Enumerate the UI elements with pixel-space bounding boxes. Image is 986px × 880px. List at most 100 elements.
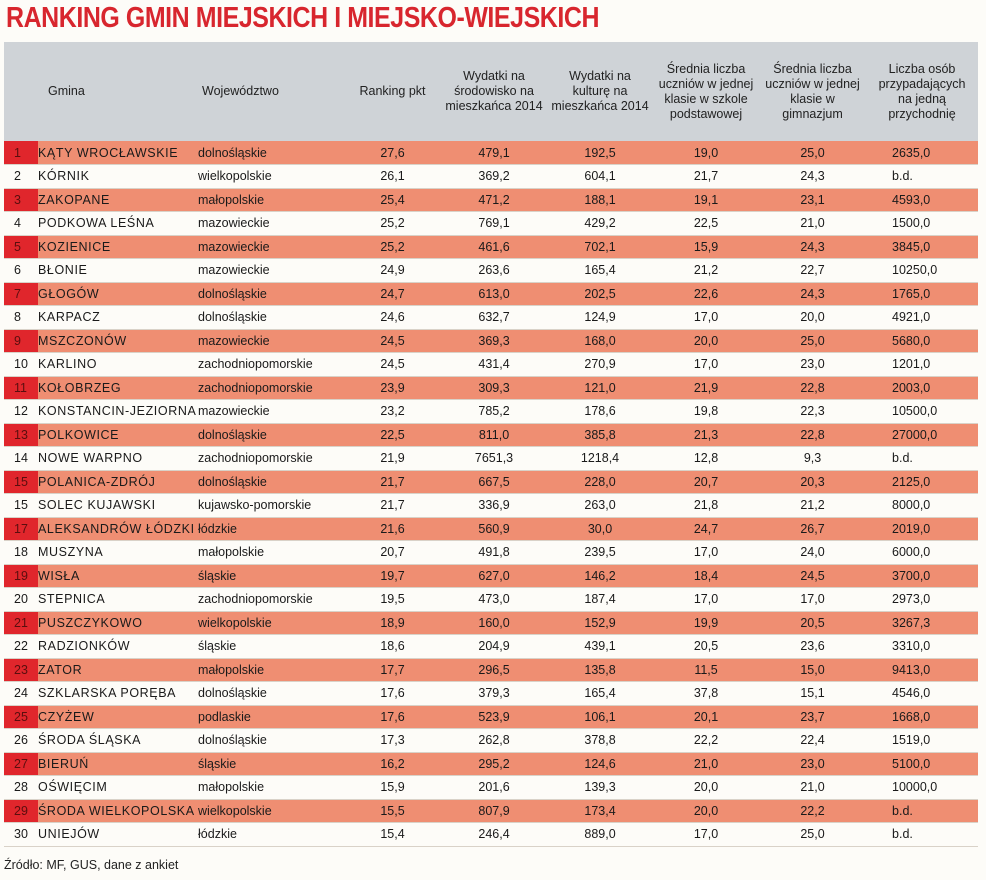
cell-wojewodztwo: mazowieckie: [198, 329, 345, 353]
table-row: 4 PODKOWA LEŚNA mazowieckie 25,2 769,1 429,2 2…: [4, 211, 979, 236]
cell-srednia-podstawowa: 20,0: [653, 799, 760, 823]
cell-wojewodztwo: łódzkie: [198, 822, 345, 847]
cell-ranking-pkt: 15,5: [344, 799, 442, 823]
cell-srednia-podstawowa: 21,9: [653, 376, 760, 400]
cell-srednia-gimnazjum: 21,0: [759, 775, 867, 800]
cell-ranking-pkt: 24,9: [344, 258, 442, 283]
cell-wydatki-kultura: 124,6: [547, 752, 654, 776]
cell-srednia-gimnazjum: 22,8: [759, 423, 867, 447]
cell-wojewodztwo: małopolskie: [198, 540, 345, 565]
cell-rank: 29: [4, 799, 38, 823]
cell-srednia-podstawowa: 18,4: [653, 564, 760, 588]
cell-osoby-przychodnia: 1668,0: [866, 705, 979, 729]
cell-srednia-gimnazjum: 22,7: [759, 258, 867, 283]
table-row: 8 KARPACZ dolnośląskie 24,6 632,7 124,9 17,0 20…: [4, 305, 979, 330]
cell-wydatki-srodowisko: 632,7: [441, 305, 548, 330]
cell-rank: 21: [4, 611, 38, 635]
cell-rank: 9: [4, 329, 38, 353]
cell-wydatki-kultura: 188,1: [547, 188, 654, 212]
cell-gmina: STEPNICA: [38, 587, 199, 612]
cell-wojewodztwo: małopolskie: [198, 188, 345, 212]
cell-gmina: UNIEJÓW: [38, 822, 199, 847]
table-row: 2 KÓRNIK wielkopolskie 26,1 369,2 604,1 21,7 24…: [4, 164, 979, 189]
cell-wydatki-srodowisko: 369,3: [441, 329, 548, 353]
cell-ranking-pkt: 15,9: [344, 775, 442, 800]
cell-wydatki-kultura: 30,0: [547, 517, 654, 541]
table-row: 26 ŚRODA ŚLĄSKA dolnośląskie 17,3 262,8 378,8…: [4, 728, 979, 753]
cell-srednia-podstawowa: 20,7: [653, 470, 760, 494]
cell-wojewodztwo: wielkopolskie: [198, 164, 345, 189]
table-row: 18 MUSZYNA małopolskie 20,7 491,8 239,5 17,0 24…: [4, 540, 979, 565]
cell-wydatki-srodowisko: 160,0: [441, 611, 548, 635]
cell-osoby-przychodnia: 9413,0: [866, 658, 979, 682]
cell-rank: 28: [4, 775, 38, 800]
cell-wydatki-srodowisko: 811,0: [441, 423, 548, 447]
cell-gmina: OŚWIĘCIM: [38, 775, 199, 800]
table-row: 19 WISŁA śląskie 19,7 627,0 146,2 18,4 24,5 3700…: [4, 564, 979, 588]
table-body: 1 KĄTY WROCŁAWSKIE dolnośląskie 27,6 479,1 19…: [4, 141, 979, 847]
cell-wojewodztwo: zachodniopomorskie: [198, 587, 345, 612]
cell-gmina: SZKLARSKA PORĘBA: [38, 681, 199, 706]
cell-wojewodztwo: zachodniopomorskie: [198, 446, 345, 471]
cell-wydatki-kultura: 263,0: [547, 493, 654, 518]
cell-srednia-gimnazjum: 20,3: [759, 470, 867, 494]
header-ranking: Ranking pkt: [344, 42, 442, 141]
table-row: 15 POLANICA-ZDRÓJ dolnośląskie 21,7 667,5 228…: [4, 470, 979, 494]
cell-osoby-przychodnia: 4593,0: [866, 188, 979, 212]
cell-gmina: WISŁA: [38, 564, 199, 588]
cell-wydatki-srodowisko: 296,5: [441, 658, 548, 682]
cell-wydatki-srodowisko: 560,9: [441, 517, 548, 541]
cell-wojewodztwo: śląskie: [198, 634, 345, 659]
cell-ranking-pkt: 24,5: [344, 329, 442, 353]
cell-srednia-gimnazjum: 21,2: [759, 493, 867, 518]
cell-wojewodztwo: małopolskie: [198, 658, 345, 682]
cell-osoby-przychodnia: 2003,0: [866, 376, 979, 400]
cell-wojewodztwo: wielkopolskie: [198, 799, 345, 823]
cell-wydatki-srodowisko: 523,9: [441, 705, 548, 729]
cell-wydatki-srodowisko: 309,3: [441, 376, 548, 400]
cell-gmina: NOWE WARPNO: [38, 446, 199, 471]
cell-wojewodztwo: zachodniopomorskie: [198, 376, 345, 400]
cell-rank: 14: [4, 446, 38, 471]
cell-rank: 17: [4, 517, 38, 541]
cell-srednia-gimnazjum: 20,5: [759, 611, 867, 635]
cell-rank: 10: [4, 352, 38, 377]
cell-srednia-gimnazjum: 15,1: [759, 681, 867, 706]
cell-srednia-podstawowa: 17,0: [653, 822, 760, 847]
source-note: Źródło: MF, GUS, dane z ankiet: [4, 858, 179, 872]
table-row: 10 KARLINO zachodniopomorskie 24,5 431,4 270,…: [4, 352, 979, 377]
cell-osoby-przychodnia: 4546,0: [866, 681, 979, 706]
cell-ranking-pkt: 18,9: [344, 611, 442, 635]
table-row: 17 ALEKSANDRÓW ŁÓDZKI łódzkie 21,6 560,9 30,0…: [4, 517, 979, 541]
cell-osoby-przychodnia: 1765,0: [866, 282, 979, 306]
header-osoby-przychodnia: Liczba osób przypadających na jedną przy…: [866, 42, 979, 141]
cell-ranking-pkt: 21,9: [344, 446, 442, 471]
cell-srednia-podstawowa: 22,5: [653, 211, 760, 236]
cell-wydatki-srodowisko: 471,2: [441, 188, 548, 212]
cell-ranking-pkt: 15,4: [344, 822, 442, 847]
cell-gmina: PUSZCZYKOWO: [38, 611, 199, 635]
cell-wydatki-kultura: 106,1: [547, 705, 654, 729]
cell-srednia-gimnazjum: 23,0: [759, 352, 867, 377]
cell-rank: 15: [4, 493, 38, 518]
cell-wojewodztwo: kujawsko-pomorskie: [198, 493, 345, 518]
cell-srednia-podstawowa: 19,8: [653, 399, 760, 424]
cell-wydatki-srodowisko: 204,9: [441, 634, 548, 659]
cell-srednia-podstawowa: 20,0: [653, 329, 760, 353]
cell-wydatki-kultura: 378,8: [547, 728, 654, 753]
cell-osoby-przychodnia: 2125,0: [866, 470, 979, 494]
cell-srednia-gimnazjum: 24,5: [759, 564, 867, 588]
cell-wydatki-srodowisko: 785,2: [441, 399, 548, 424]
cell-osoby-przychodnia: 1519,0: [866, 728, 979, 753]
table-header-row: Gmina Województwo Ranking pkt Wydatki na…: [4, 42, 979, 141]
cell-srednia-podstawowa: 21,0: [653, 752, 760, 776]
cell-ranking-pkt: 18,6: [344, 634, 442, 659]
cell-gmina: KONSTANCIN-JEZIORNA: [38, 399, 199, 424]
cell-rank: 3: [4, 188, 38, 212]
cell-wydatki-srodowisko: 769,1: [441, 211, 548, 236]
cell-srednia-podstawowa: 21,8: [653, 493, 760, 518]
cell-ranking-pkt: 17,6: [344, 681, 442, 706]
cell-osoby-przychodnia: 1201,0: [866, 352, 979, 377]
cell-osoby-przychodnia: 2635,0: [866, 141, 979, 165]
cell-rank: 25: [4, 705, 38, 729]
